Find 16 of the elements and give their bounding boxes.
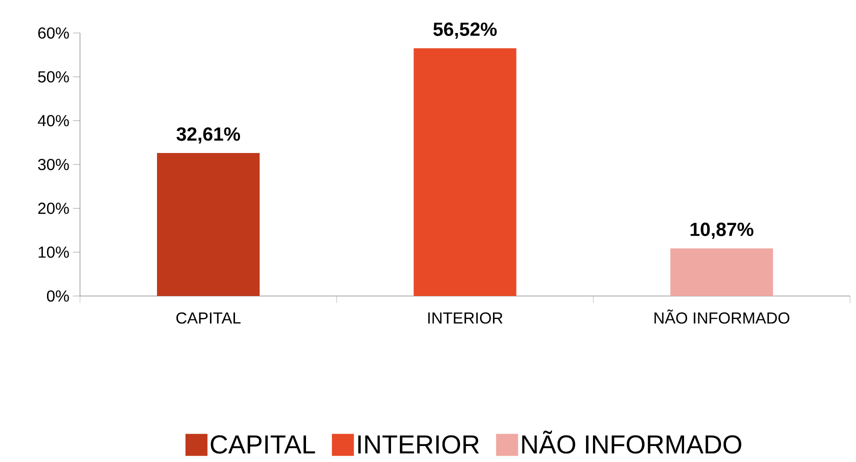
y-tick-label: 10%: [38, 246, 69, 258]
y-tick-label: 30%: [38, 158, 69, 170]
x-tick-label: INTERIOR: [428, 312, 502, 324]
legend-label: NÃO INFORMADO: [522, 430, 742, 454]
y-tick-label: 60%: [38, 27, 69, 39]
x-tick-label: NÃO INFORMADO: [654, 309, 790, 324]
y-tick-label: 0%: [46, 290, 69, 302]
x-tick-label: CAPITAL: [176, 312, 241, 324]
data-label: 56,52%: [433, 22, 497, 39]
y-tick-label: 40%: [38, 115, 69, 126]
y-tick-label: 50%: [38, 71, 69, 82]
legend-label: CAPITAL: [210, 435, 316, 454]
y-tick-label: 20%: [38, 202, 69, 214]
data-label: 10,87%: [690, 222, 754, 239]
legend-label: INTERIOR: [358, 435, 479, 454]
data-label: 32,61%: [176, 127, 240, 144]
